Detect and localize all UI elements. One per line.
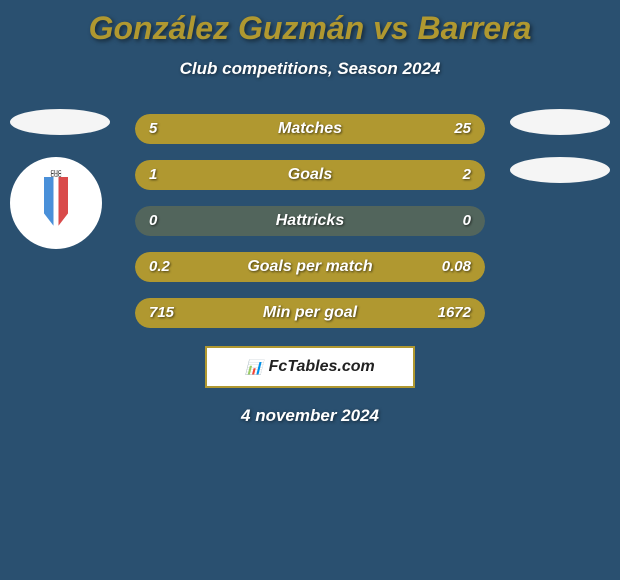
brand-box[interactable]: 📊 FcTables.com bbox=[205, 346, 415, 388]
brand-chart-icon: 📊 bbox=[245, 359, 262, 376]
stat-bar: 525Matches bbox=[135, 114, 485, 144]
brand-name: FcTables.com bbox=[269, 358, 375, 376]
comparison-title: González Guzmán vs Barrera bbox=[0, 0, 620, 47]
comparison-date: 4 november 2024 bbox=[0, 406, 620, 426]
stat-bar: 00Hattricks bbox=[135, 206, 485, 236]
team-right-placeholder bbox=[510, 157, 610, 183]
stat-bar: 0.20.08Goals per match bbox=[135, 252, 485, 282]
stat-label: Matches bbox=[135, 114, 485, 144]
player-left-column: cuccuc bbox=[10, 109, 110, 249]
stat-label: Hattricks bbox=[135, 206, 485, 236]
team-left-logo: cuccuc bbox=[10, 157, 102, 249]
stat-bar: 7151672Min per goal bbox=[135, 298, 485, 328]
stat-label: Min per goal bbox=[135, 298, 485, 328]
stat-label: Goals bbox=[135, 160, 485, 190]
comparison-area: cuccuc 525Matches 12Goals 00Hattricks 0.20.… bbox=[0, 114, 620, 328]
player-right-avatar bbox=[510, 109, 610, 135]
stat-bars-container: 525Matches 12Goals 00Hattricks 0.20.08Goals… bbox=[135, 114, 485, 328]
team-left-logo-circle: cuccuc bbox=[10, 157, 102, 249]
player-left-avatar bbox=[10, 109, 110, 135]
player-right-column bbox=[510, 109, 610, 205]
team-left-logo-shield bbox=[44, 177, 68, 229]
stat-label: Goals per match bbox=[135, 252, 485, 282]
comparison-subtitle: Club competitions, Season 2024 bbox=[0, 59, 620, 79]
stat-bar: 12Goals bbox=[135, 160, 485, 190]
